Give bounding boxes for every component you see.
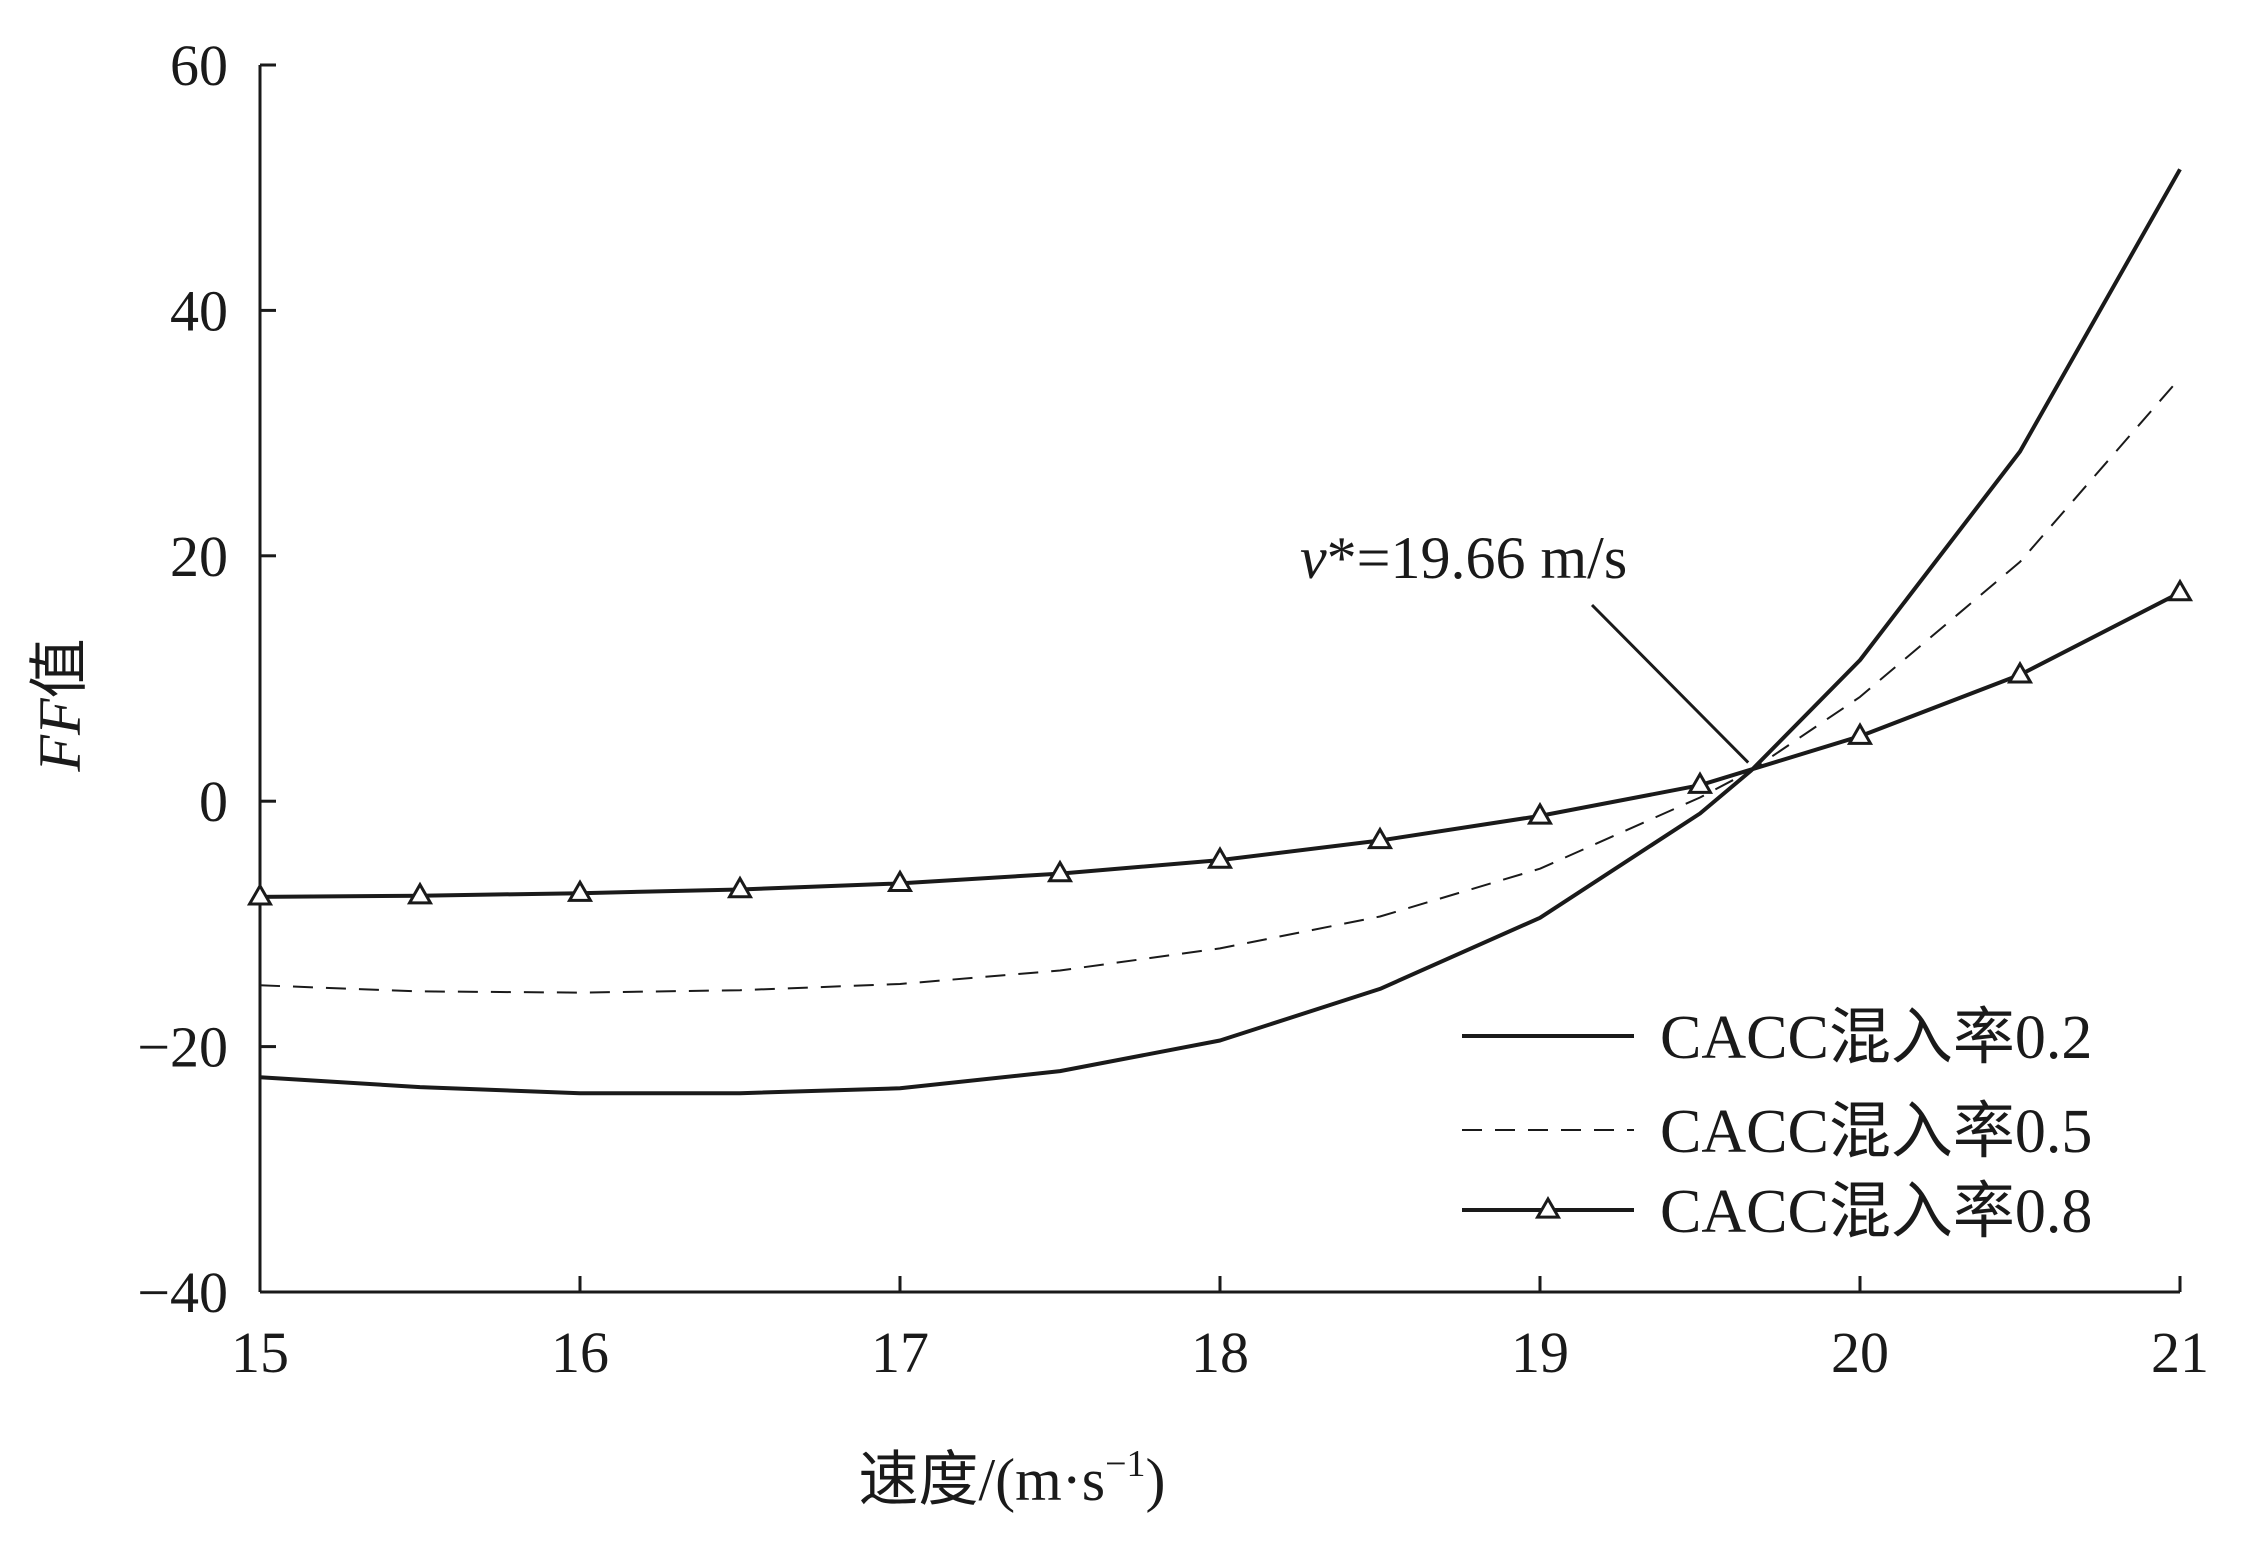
y-tick-label: 20	[170, 524, 228, 589]
legend-marker	[1534, 1195, 1562, 1219]
annotation-label: v*=19.66 m/s	[1300, 525, 1627, 591]
annotation-text: *=19.66 m/s	[1327, 525, 1628, 591]
data-point	[406, 881, 434, 905]
legend: CACC混入率0.2 CACC混入率0.5 CACC混入率0.8	[1462, 1004, 2092, 1246]
y-axis-title: FF值	[27, 638, 93, 772]
data-point	[2006, 660, 2034, 684]
x-tick-label: 21	[2151, 1320, 2209, 1385]
y-axis-title-italic: FF	[27, 697, 93, 773]
y-ticks: −40 −20 0 20 40 60	[137, 33, 276, 1325]
data-point	[886, 869, 914, 893]
data-point	[566, 879, 594, 902]
data-point	[2166, 578, 2194, 602]
y-tick-label: 0	[199, 769, 228, 834]
x-axis-title-sup: −1	[1105, 1443, 1145, 1485]
annotation-italic: v	[1300, 525, 1327, 591]
data-point	[1366, 826, 1394, 850]
x-tick-label: 20	[1831, 1320, 1889, 1385]
x-tick-label: 16	[551, 1320, 609, 1385]
y-tick-label: −40	[137, 1260, 228, 1325]
series-line-2	[259, 377, 2181, 994]
data-point	[1526, 801, 1554, 825]
series-line-1	[259, 168, 2182, 1096]
data-point	[246, 882, 274, 906]
data-point	[1206, 846, 1234, 869]
x-axis-title-main: 速度/(m·s	[858, 1447, 1105, 1513]
legend-label-2: CACC混入率0.5	[1660, 1098, 2092, 1166]
annotation: v*=19.66 m/s	[1300, 525, 1750, 764]
x-tick-label: 17	[871, 1320, 929, 1385]
y-tick-label: 40	[170, 278, 228, 343]
x-tick-label: 18	[1191, 1320, 1249, 1385]
x-tick-label: 15	[231, 1320, 289, 1385]
x-axis-title-close: )	[1146, 1447, 1166, 1513]
data-point	[1686, 771, 1714, 794]
y-tick-label: −20	[137, 1015, 228, 1080]
annotation-leader	[1590, 603, 1750, 764]
data-point	[726, 875, 754, 899]
x-ticks: 15 16 17 18 19 20 21	[231, 1276, 2209, 1385]
x-tick-label: 19	[1511, 1320, 1569, 1385]
x-axis-title: 速度/(m·s−1)	[858, 1443, 1165, 1513]
data-point	[1046, 859, 1074, 883]
legend-label-1: CACC混入率0.2	[1660, 1004, 2092, 1072]
legend-label-3: CACC混入率0.8	[1660, 1178, 2092, 1246]
data-point	[1846, 722, 1874, 745]
y-axis-title-suffix: 值	[27, 638, 93, 698]
y-tick-label: 60	[170, 33, 228, 98]
series-layer	[246, 168, 2194, 1096]
